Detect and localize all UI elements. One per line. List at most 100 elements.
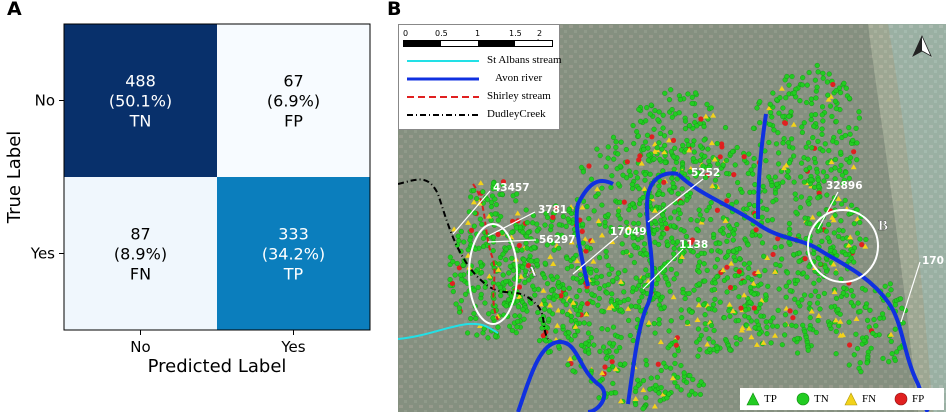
fp-point (655, 361, 661, 367)
fn-point (887, 331, 894, 337)
fp-point (602, 364, 608, 370)
scale-bar: 0 0.5 1 1.5 2 km (403, 29, 553, 49)
tn-point (765, 283, 771, 289)
tn-point (545, 349, 552, 355)
tn-point (684, 193, 690, 199)
tn-point (586, 216, 592, 222)
tn-point (839, 201, 845, 207)
tn-point (551, 296, 557, 302)
tn-point (668, 87, 674, 93)
tn-point (776, 150, 782, 156)
tn-point (773, 261, 779, 268)
tn-point (721, 315, 727, 321)
tn-point (797, 98, 803, 104)
fp-point (698, 116, 704, 122)
cell-fp-tag-label: FP (284, 112, 303, 131)
tn-point (495, 217, 501, 223)
tn-point (673, 271, 680, 277)
tn-point (665, 242, 671, 248)
tn-point (702, 321, 708, 327)
tn-point (663, 221, 669, 227)
tn-point (514, 191, 520, 197)
tn-point (458, 228, 464, 235)
tn-point (482, 300, 488, 306)
fn-point (708, 140, 715, 146)
tn-point (724, 253, 730, 259)
tn-point (750, 125, 756, 131)
tn-point (848, 202, 855, 208)
tn-point (810, 135, 816, 141)
tp-triangle-icon (746, 392, 760, 406)
fn-point (599, 370, 606, 376)
tn-point (590, 277, 596, 283)
tn-point (643, 267, 649, 273)
tn-point (658, 385, 664, 391)
tn-point (452, 272, 458, 278)
tn-point (786, 82, 792, 88)
tn-point (791, 90, 797, 96)
tn-point (857, 220, 863, 226)
tn-point (739, 189, 745, 195)
tn-point (868, 345, 874, 351)
tn-point (692, 112, 698, 118)
tn-point (795, 270, 801, 276)
tn-point (769, 217, 775, 223)
tn-point (681, 228, 687, 234)
tn-point (490, 180, 497, 186)
scale-tick-05: 0.5 (435, 29, 448, 38)
tn-point (714, 256, 720, 263)
tn-point (506, 297, 512, 303)
tn-point (752, 325, 758, 331)
tn-point (819, 131, 825, 137)
annotation-3781: 3781 (538, 204, 567, 216)
tn-point (654, 145, 660, 151)
tn-point (732, 162, 738, 168)
tn-point (617, 163, 623, 169)
fn-point (485, 213, 492, 219)
tn-point (850, 293, 856, 299)
tn-point (651, 126, 657, 132)
tn-point (836, 227, 842, 233)
tn-point (708, 322, 715, 329)
tn-point (630, 285, 636, 291)
tn-point (580, 240, 586, 246)
tn-point (784, 173, 790, 179)
tn-point (521, 257, 527, 263)
tn-point (572, 333, 578, 339)
tn-point (588, 176, 594, 182)
tn-point (654, 374, 660, 380)
tn-point (851, 221, 857, 227)
tn-point (620, 172, 626, 178)
tn-point (499, 191, 505, 197)
tn-point (550, 240, 556, 246)
tn-point (697, 212, 703, 218)
tn-point (694, 226, 700, 232)
tn-point (488, 204, 494, 210)
fn-point (640, 387, 647, 393)
tn-point (749, 232, 755, 238)
tn-point (820, 148, 826, 154)
tn-point (824, 173, 830, 180)
tn-point (833, 351, 839, 357)
tn-point (668, 149, 674, 155)
tn-point (661, 133, 668, 139)
tn-point (746, 260, 752, 266)
tn-point (782, 312, 789, 318)
tn-point (623, 147, 629, 153)
tn-point (897, 345, 903, 351)
north-arrow-icon (912, 35, 932, 57)
tn-point (680, 290, 686, 296)
tn-point (880, 355, 886, 361)
tn-point (543, 338, 549, 344)
tn-point (702, 312, 708, 318)
tn-point (477, 216, 483, 222)
tn-point (769, 183, 775, 189)
tn-point (765, 217, 771, 224)
tn-point (508, 281, 514, 287)
tn-point (800, 322, 806, 328)
tn-point (853, 331, 859, 337)
tn-point (838, 162, 844, 169)
tn-point (785, 168, 791, 174)
tn-point (498, 213, 504, 220)
tn-point (758, 313, 764, 319)
